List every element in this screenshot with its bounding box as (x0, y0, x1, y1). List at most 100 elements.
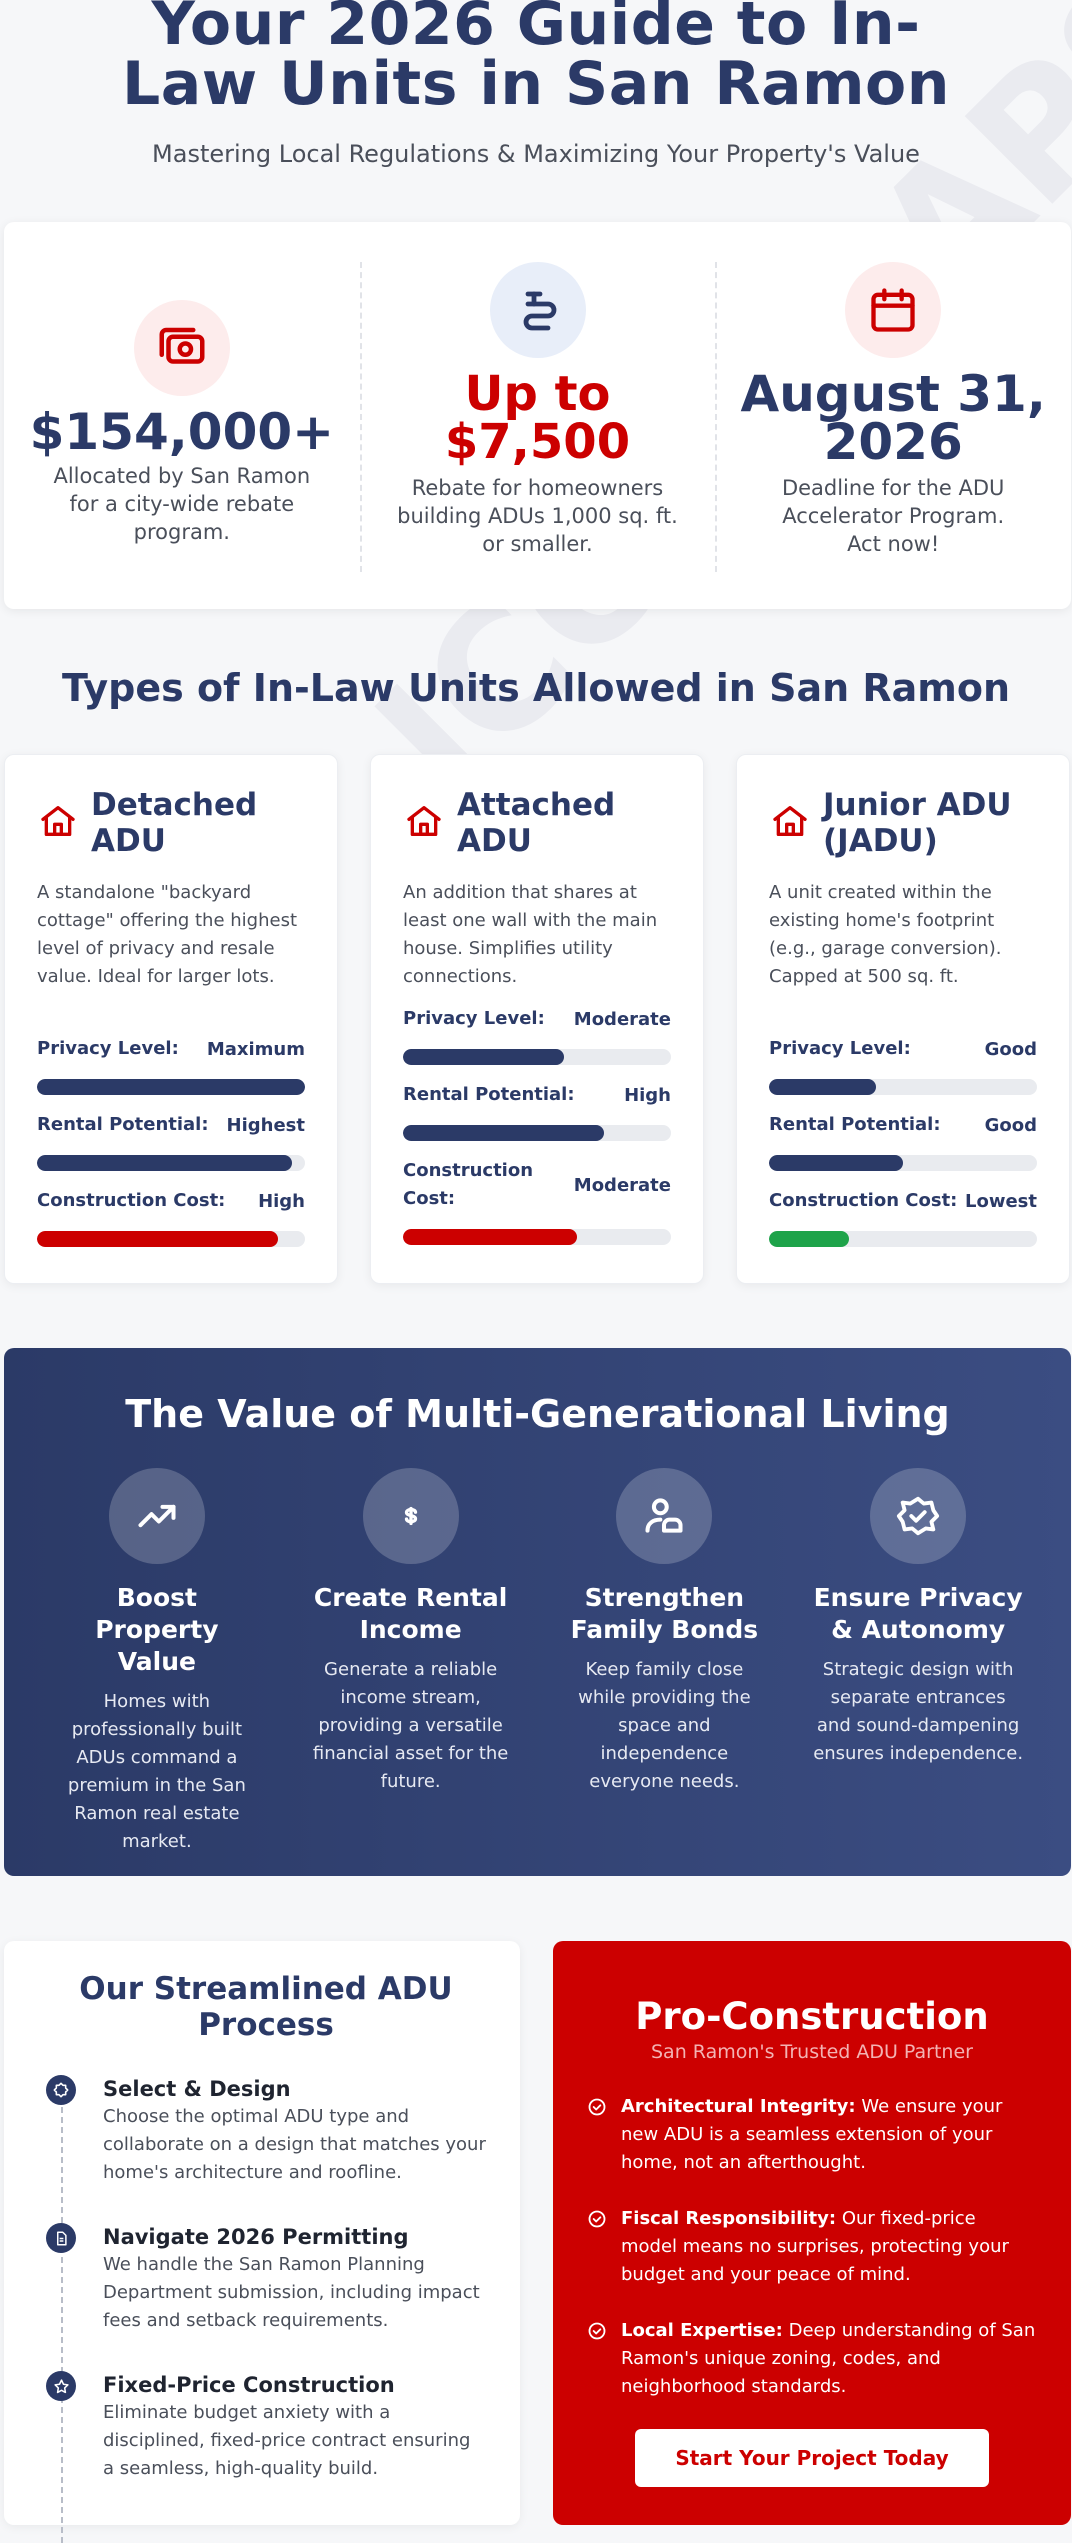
rebate-icon (489, 262, 586, 358)
process-step: Navigate 2026 Permitting We handle the S… (46, 2223, 486, 2335)
step-desc: Choose the optimal ADU type and collabor… (103, 2106, 486, 2183)
step-title: Navigate 2026 Permitting (103, 2225, 409, 2249)
stat-deadline: August 31, 2026 Deadline for the ADU Acc… (715, 222, 1071, 609)
process-title: Our Streamlined ADU Process (79, 1971, 453, 2043)
metric-bar (37, 1155, 305, 1171)
metric-privacy: Privacy Level: Maximum (37, 1035, 305, 1095)
metric-value: High (258, 1190, 305, 1212)
stat-value: Up to $7,500 (444, 366, 631, 470)
type-desc: An addition that shares at least one wal… (403, 882, 658, 987)
step-title: Select & Design (103, 2077, 291, 2101)
metric-label: Construction Cost: (769, 1190, 958, 1211)
pro-point: Fiscal Responsibility: Our fixed-price m… (587, 2205, 1037, 2289)
check-circle-icon (588, 2322, 606, 2340)
value-item: Strengthen Family Bonds Keep family clos… (538, 1468, 792, 1856)
metric-bar (37, 1231, 305, 1247)
pro-point-lead: Local Expertise: (621, 2320, 783, 2341)
metric-label: Privacy Level: (37, 1038, 179, 1059)
value-item-title: Ensure Privacy & Autonomy (813, 1583, 1023, 1644)
value-section: The Value of Multi-Generational Living B… (4, 1348, 1071, 1876)
pro-point-text: Deep understanding of San Ramon's unique… (621, 2320, 1036, 2397)
pro-tagline: San Ramon's Trusted ADU Partner (651, 2041, 973, 2063)
metric-bar (769, 1155, 1037, 1171)
type-card-detached: Detached ADU A standalone "backyard cott… (4, 754, 338, 1284)
trending-up-icon (108, 1468, 205, 1564)
value-item: Boost Property Value Homes with professi… (30, 1468, 284, 1856)
pro-point-text: We ensure your new ADU is a seamless ext… (621, 2096, 1003, 2173)
metric-bar (403, 1049, 671, 1065)
metric-rental: Rental Potential: Highest (37, 1111, 305, 1171)
metric-value: Lowest (965, 1190, 1037, 1212)
metric-label: Rental Potential: (403, 1084, 575, 1105)
metric-label: Rental Potential: (769, 1114, 941, 1135)
pro-construction-panel: Pro-Construction San Ramon's Trusted ADU… (553, 1941, 1071, 2525)
metric-label: Privacy Level: (403, 1008, 545, 1029)
pro-point-lead: Fiscal Responsibility: (621, 2208, 837, 2229)
star-icon (46, 2371, 76, 2401)
type-title: Attached ADU (457, 787, 616, 859)
process-step: Select & Design Choose the optimal ADU t… (46, 2075, 486, 2187)
value-item-desc: Keep family close while providing the sp… (578, 1659, 751, 1792)
types-title: Types of In-Law Units Allowed in San Ram… (61, 666, 1011, 710)
timeline-line (61, 2097, 63, 2543)
value-item-desc: Homes with professionally built ADUs com… (67, 1691, 246, 1852)
value-item-desc: Generate a reliable income stream, provi… (312, 1659, 509, 1792)
stat-value: August 31, 2026 (740, 365, 1046, 471)
stat-desc: Deadline for the ADU Accelerator Program… (781, 476, 1005, 556)
type-card-attached: Attached ADU An addition that shares at … (370, 754, 704, 1284)
family-icon (616, 1468, 713, 1564)
step-desc: Eliminate budget anxiety with a discipli… (103, 2402, 471, 2479)
metric-value: Moderate (573, 1174, 671, 1196)
metric-value: Moderate (573, 1008, 671, 1030)
design-icon (46, 2075, 76, 2105)
type-desc: A unit created within the existing home'… (769, 882, 1002, 987)
metric-cost: Construction Cost: High (37, 1187, 305, 1247)
metric-value: Good (984, 1114, 1037, 1136)
house-icon (407, 806, 441, 836)
stat-rebate-pool: $154,000+ Allocated by San Ramon for a c… (4, 222, 360, 609)
document-icon (46, 2223, 76, 2253)
metric-label: Construction Cost: (37, 1190, 226, 1211)
metric-label: Rental Potential: (37, 1114, 209, 1135)
start-project-button[interactable]: Start Your Project Today (635, 2429, 989, 2487)
value-item: Ensure Privacy & Autonomy Strategic desi… (791, 1468, 1045, 1856)
pro-point: Local Expertise: Deep understanding of S… (587, 2317, 1037, 2401)
metric-cost: Construction Cost: Lowest (769, 1187, 1037, 1247)
money-icon (133, 300, 230, 396)
step-desc: We handle the San Ramon Planning Departm… (103, 2254, 480, 2331)
page-title: Your 2026 Guide to In-Law Units in San R… (122, 0, 950, 119)
type-card-jadu: Junior ADU (JADU) A unit created within … (736, 754, 1070, 1284)
type-title: Junior ADU (JADU) (823, 787, 1012, 859)
calendar-icon (845, 262, 942, 358)
value-item: Create Rental Income Generate a reliable… (284, 1468, 538, 1856)
page-subtitle: Mastering Local Regulations & Maximizing… (152, 140, 920, 168)
value-title: The Value of Multi-Generational Living (125, 1392, 950, 1436)
metric-rental: Rental Potential: Good (769, 1111, 1037, 1171)
shield-check-icon (870, 1468, 967, 1564)
metric-bar (403, 1229, 671, 1245)
metric-cost: Construction Cost: Moderate (403, 1157, 671, 1245)
stats-panel: $154,000+ Allocated by San Ramon for a c… (4, 222, 1071, 609)
metric-privacy: Privacy Level: Moderate (403, 1005, 671, 1065)
pro-point: Architectural Integrity: We ensure your … (587, 2093, 1037, 2177)
metric-value: Highest (226, 1114, 305, 1136)
stat-rebate-amount: Up to $7,500 Rebate for homeowners build… (359, 222, 716, 609)
type-title: Detached ADU (91, 787, 258, 859)
dollar-icon (362, 1468, 459, 1564)
metric-bar (403, 1125, 671, 1141)
process-step: Fixed-Price Construction Eliminate budge… (46, 2371, 486, 2483)
hero: Your 2026 Guide to In-Law Units in San R… (0, 0, 1072, 220)
metric-bar (37, 1079, 305, 1095)
pro-point-lead: Architectural Integrity: (621, 2096, 856, 2117)
metric-bar (769, 1231, 1037, 1247)
metric-label: Privacy Level: (769, 1038, 911, 1059)
metric-value: Good (984, 1038, 1037, 1060)
metric-label: Construction Cost: (403, 1160, 534, 1209)
metric-rental: Rental Potential: High (403, 1081, 671, 1141)
value-item-title: Create Rental Income (313, 1583, 508, 1644)
type-desc: A standalone "backyard cottage" offering… (37, 882, 298, 987)
pro-point-text: Our fixed-price model means no surprises… (621, 2208, 1009, 2285)
stat-desc: Rebate for homeowners building ADUs 1,00… (397, 476, 678, 556)
step-title: Fixed-Price Construction (103, 2373, 395, 2397)
value-item-desc: Strategic design with separate entrances… (813, 1659, 1024, 1764)
